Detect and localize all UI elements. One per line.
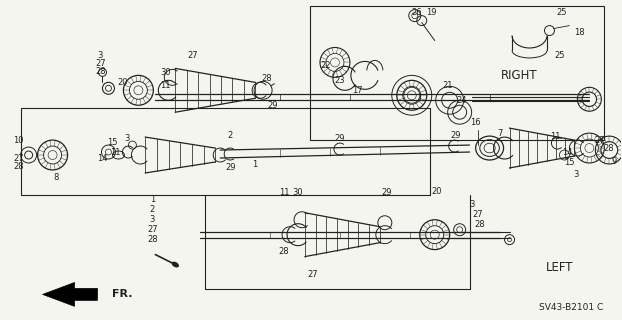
Text: 14: 14: [562, 148, 573, 156]
Text: 11: 11: [550, 132, 560, 140]
Text: 28: 28: [262, 74, 272, 83]
Text: 2: 2: [150, 205, 155, 214]
Text: 19: 19: [427, 8, 437, 17]
Text: 18: 18: [574, 28, 585, 37]
Text: 16: 16: [470, 118, 481, 127]
Text: 9: 9: [611, 157, 617, 166]
Text: 28: 28: [147, 235, 157, 244]
Text: 3: 3: [573, 171, 579, 180]
Text: RIGHT: RIGHT: [501, 69, 538, 82]
Text: 29: 29: [268, 101, 278, 110]
Text: 25: 25: [556, 8, 567, 17]
Text: 15: 15: [564, 158, 575, 167]
Text: 24: 24: [457, 96, 467, 105]
Text: 11: 11: [279, 188, 289, 197]
Text: 27: 27: [594, 136, 605, 145]
Text: 29: 29: [335, 133, 345, 143]
Text: 20: 20: [432, 188, 442, 196]
Text: 30: 30: [160, 68, 170, 77]
Text: 28: 28: [13, 163, 24, 172]
Text: FR.: FR.: [113, 289, 133, 300]
Text: 27: 27: [95, 59, 106, 68]
Polygon shape: [42, 283, 98, 306]
Text: 27: 27: [13, 154, 24, 163]
Text: 11: 11: [160, 81, 170, 90]
Text: 14: 14: [97, 154, 108, 163]
Text: 27: 27: [147, 225, 157, 234]
Text: LEFT: LEFT: [545, 261, 573, 274]
Text: 30: 30: [293, 188, 304, 197]
Text: 1: 1: [253, 160, 258, 170]
Text: 28: 28: [603, 144, 614, 153]
Ellipse shape: [172, 262, 179, 268]
Text: 11: 11: [110, 148, 121, 156]
Text: 3: 3: [469, 200, 475, 209]
Text: 26: 26: [411, 8, 422, 17]
Text: 28: 28: [475, 220, 485, 229]
Bar: [310, 6, 605, 140]
Text: 2: 2: [228, 131, 233, 140]
Text: 21: 21: [442, 81, 453, 90]
Text: 27: 27: [308, 270, 318, 279]
Text: 1: 1: [150, 195, 155, 204]
Text: 29: 29: [450, 131, 461, 140]
Text: 20: 20: [117, 78, 128, 87]
Text: 29: 29: [225, 164, 236, 172]
Text: SV43-B2101 C: SV43-B2101 C: [539, 303, 603, 312]
Text: 3: 3: [98, 51, 103, 60]
Text: 17: 17: [353, 86, 363, 95]
Text: 28: 28: [279, 247, 289, 256]
Text: 29: 29: [381, 188, 392, 197]
Text: 7: 7: [497, 129, 503, 138]
Text: 22: 22: [321, 61, 332, 70]
Text: 25: 25: [554, 51, 565, 60]
Text: 27: 27: [187, 51, 198, 60]
Text: 27: 27: [472, 210, 483, 219]
Text: 23: 23: [335, 76, 345, 85]
Text: 10: 10: [14, 136, 24, 145]
Text: 3: 3: [150, 215, 155, 224]
Text: 8: 8: [53, 173, 58, 182]
Text: 3: 3: [125, 133, 130, 143]
Text: 28: 28: [95, 67, 106, 76]
Text: 15: 15: [107, 138, 118, 147]
